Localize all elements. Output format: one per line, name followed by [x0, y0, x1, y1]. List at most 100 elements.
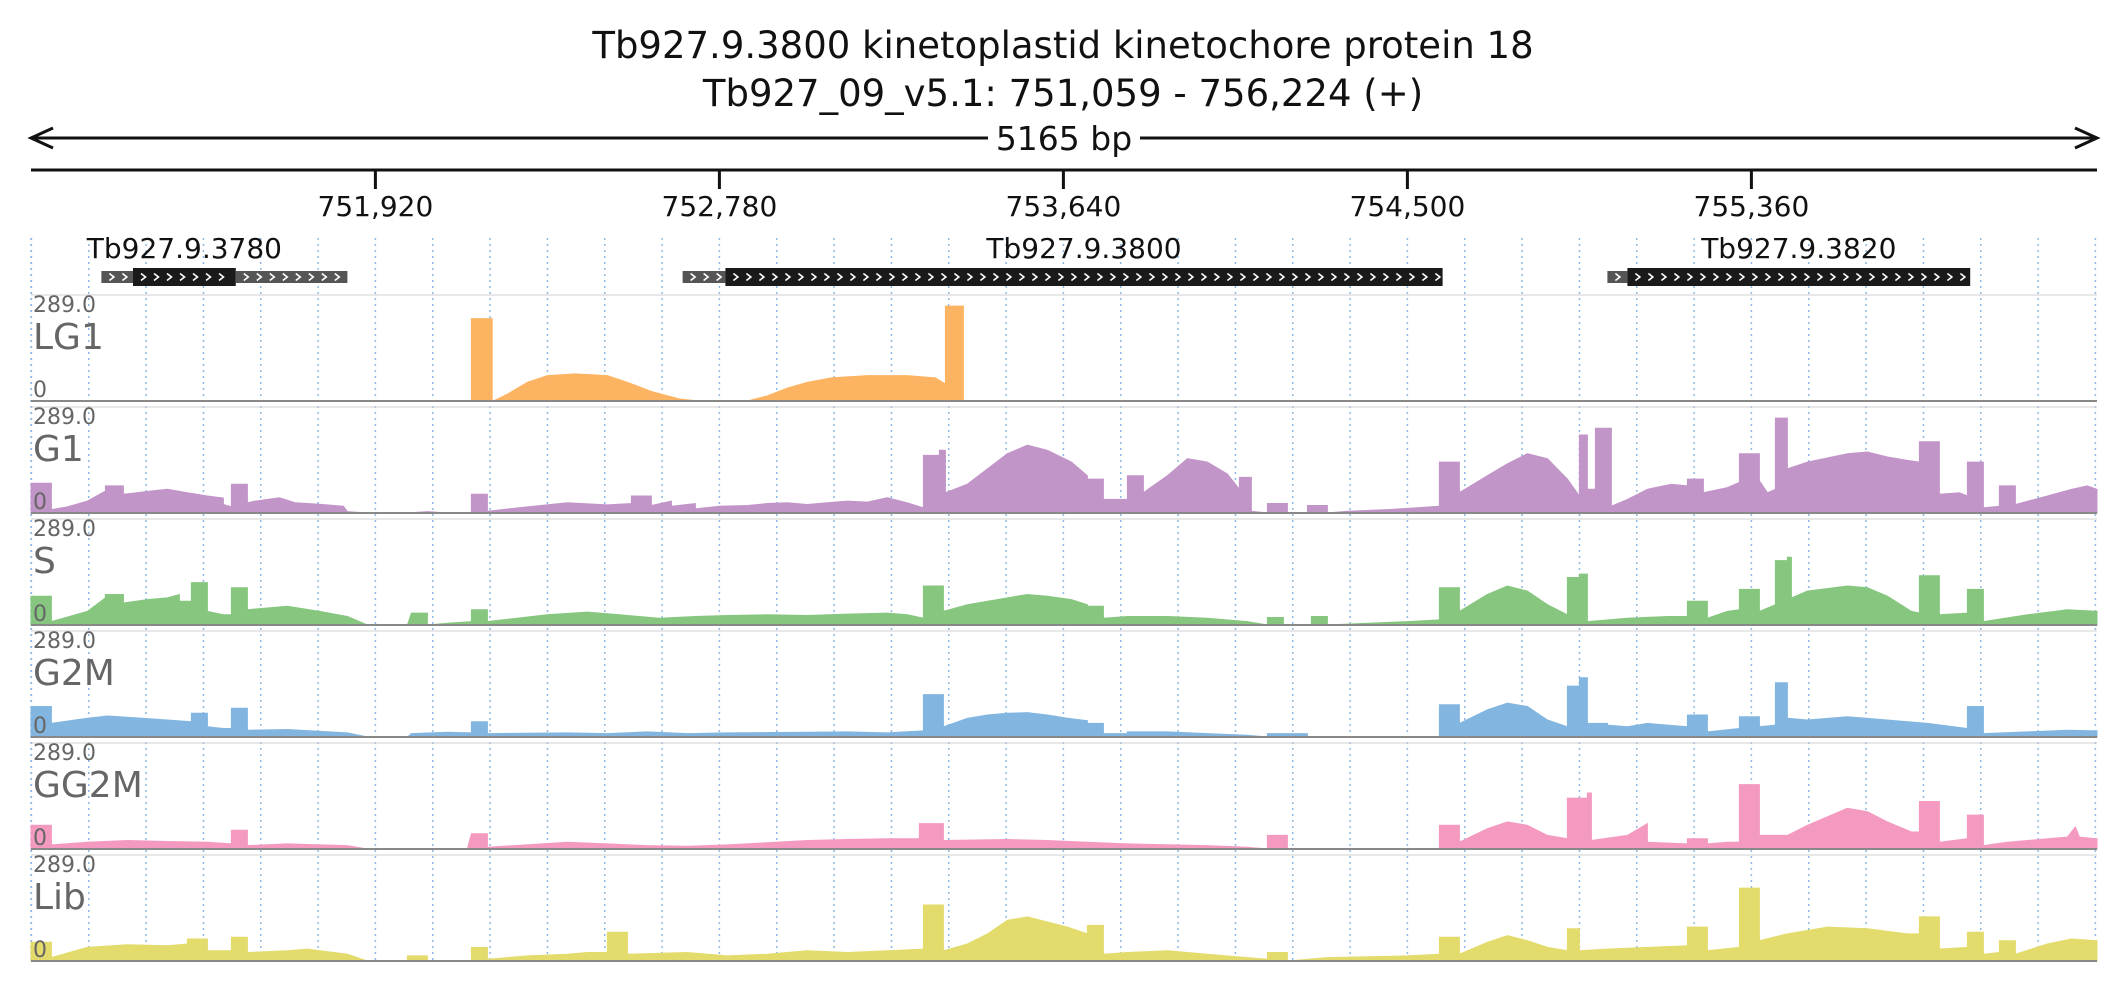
strand-chevron [1291, 272, 1299, 282]
coverage-area [30, 417, 2098, 514]
strand-chevron [966, 272, 974, 282]
strand-chevron [810, 272, 818, 282]
length-label: 5165 bp [996, 119, 1132, 158]
strand-chevron [703, 272, 710, 282]
track-ymax-label: 289.0 [33, 741, 96, 766]
strand-chevron [940, 272, 948, 282]
arrowhead-left [27, 126, 54, 150]
strand-chevron [1764, 272, 1772, 282]
strand-chevron [1738, 272, 1746, 282]
strand-chevron [862, 272, 870, 282]
strand-chevron [1122, 272, 1130, 282]
strand-chevron [192, 272, 199, 282]
gene-model: Tb927.9.3780 [86, 232, 348, 286]
strand-chevron [218, 272, 225, 282]
strand-chevron [758, 272, 766, 282]
track-ymax-label: 289.0 [33, 405, 96, 430]
strand-chevron [1699, 272, 1707, 282]
track-name: LG1 [33, 317, 104, 358]
strand-chevron [1213, 272, 1221, 282]
strand-chevron [1395, 272, 1403, 282]
strand-chevron [243, 272, 250, 282]
strand-chevron [927, 272, 935, 282]
strand-chevron [888, 272, 896, 282]
strand-chevron [1920, 272, 1928, 282]
strand-chevron [1660, 272, 1668, 282]
strand-chevron [1109, 272, 1117, 282]
strand-chevron [1057, 272, 1065, 282]
strand-chevron [269, 272, 276, 282]
region-coordinates: Tb927_09_v5.1: 751,059 - 756,224 (+) [702, 72, 1424, 115]
gene-cds [725, 268, 1443, 286]
track-ymin-label: 0 [33, 378, 47, 403]
strand-chevron [308, 272, 315, 282]
strand-chevron [1044, 272, 1052, 282]
coverage-area [30, 556, 2098, 626]
strand-chevron [1161, 272, 1169, 282]
strand-chevron [1096, 272, 1104, 282]
strand-chevron [1265, 272, 1273, 282]
strand-chevron [1421, 272, 1429, 282]
strand-chevron [690, 272, 697, 282]
strand-chevron [1712, 272, 1720, 282]
strand-chevron [1816, 272, 1824, 282]
strand-chevron [1382, 272, 1390, 282]
track-name: G1 [33, 429, 84, 470]
strand-chevron [1803, 272, 1811, 282]
strand-chevron [1200, 272, 1208, 282]
strand-chevron [1946, 272, 1954, 282]
strand-chevron [1226, 272, 1234, 282]
strand-chevron [1751, 272, 1759, 282]
strand-chevron [1070, 272, 1078, 282]
strand-chevron [1881, 272, 1889, 282]
strand-chevron [295, 272, 302, 282]
strand-chevron [1894, 272, 1902, 282]
strand-chevron [1239, 272, 1247, 282]
strand-chevron [140, 272, 147, 282]
strand-chevron [1148, 272, 1156, 282]
strand-chevron [1408, 272, 1416, 282]
strand-chevron [784, 272, 792, 282]
strand-chevron [875, 272, 883, 282]
coverage-track: 289.0S 0 [30, 517, 2098, 627]
strand-chevron [1673, 272, 1681, 282]
strand-chevron [1174, 272, 1182, 282]
x-tick-label: 755,360 [1694, 190, 1810, 223]
track-ymax-label: 289.0 [33, 629, 96, 654]
strand-chevron [1907, 272, 1915, 282]
strand-chevron [1135, 272, 1143, 282]
strand-chevron [1005, 272, 1013, 282]
strand-chevron [121, 272, 129, 282]
length-arrow: 5165 bp [27, 119, 2101, 158]
track-ymax-label: 289.0 [33, 293, 96, 318]
arrowhead-right [2074, 126, 2101, 150]
strand-chevron [745, 272, 753, 282]
track-ymin-label: 0 [33, 714, 47, 739]
strand-chevron [1278, 272, 1286, 282]
strand-chevron [1959, 272, 1967, 282]
gene-utr3 [235, 271, 348, 283]
strand-chevron [1855, 272, 1863, 282]
gene-model: Tb927.9.3820 [1607, 232, 1971, 286]
strand-chevron [901, 272, 909, 282]
strand-chevron [1777, 272, 1785, 282]
strand-chevron [1634, 272, 1642, 282]
gene-model: Tb927.9.3800 [682, 232, 1443, 286]
strand-chevron [992, 272, 1000, 282]
track-ymin-label: 0 [33, 490, 47, 515]
strand-chevron [914, 272, 922, 282]
strand-chevron [1686, 272, 1694, 282]
track-ymin-label: 0 [33, 602, 47, 627]
gene-utr5 [101, 271, 133, 283]
track-ymin-label: 0 [33, 938, 47, 963]
gene-track: Tb927.9.3780 Tb927.9.3800 Tb927.9.3820 [86, 232, 1971, 286]
strand-chevron [166, 272, 173, 282]
strand-chevron [1842, 272, 1850, 282]
strand-chevron [1369, 272, 1377, 282]
gene-utr5 [1607, 271, 1628, 283]
strand-chevron [1018, 272, 1026, 282]
